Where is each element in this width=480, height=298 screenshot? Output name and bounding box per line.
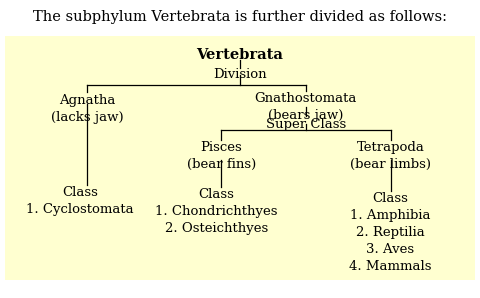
Text: The subphylum Vertebrata is further divided as follows:: The subphylum Vertebrata is further divi… — [33, 10, 447, 24]
Text: Pisces
(bear fins): Pisces (bear fins) — [187, 141, 256, 171]
Text: Division: Division — [213, 68, 267, 80]
Text: Class
1. Chondrichthyes
2. Osteichthyes: Class 1. Chondrichthyes 2. Osteichthyes — [155, 189, 278, 235]
Text: Agnatha
(lacks jaw): Agnatha (lacks jaw) — [51, 94, 123, 124]
Text: Vertebrata: Vertebrata — [197, 48, 283, 62]
Text: Class
1. Cyclostomata: Class 1. Cyclostomata — [26, 186, 134, 216]
Text: Tetrapoda
(bear limbs): Tetrapoda (bear limbs) — [350, 141, 431, 171]
Text: Class
1. Amphibia
2. Reptilia
3. Aves
4. Mammals: Class 1. Amphibia 2. Reptilia 3. Aves 4.… — [349, 192, 432, 273]
Text: Gnathostomata
(bears jaw): Gnathostomata (bears jaw) — [255, 92, 357, 122]
Text: Super Class: Super Class — [266, 118, 346, 131]
